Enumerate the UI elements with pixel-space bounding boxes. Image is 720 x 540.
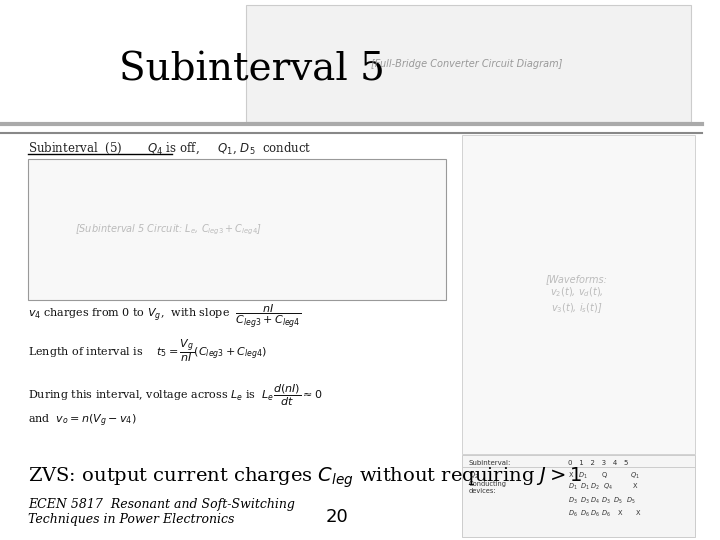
Text: and  $v_o = n(V_g - v_4)$: and $v_o = n(V_g - v_4)$ bbox=[28, 413, 137, 429]
FancyBboxPatch shape bbox=[462, 455, 695, 537]
Text: 0   1   2   3   4   5: 0 1 2 3 4 5 bbox=[568, 460, 629, 466]
Text: ZVS: output current charges $C_{leg}$ without requiring $J > 1$: ZVS: output current charges $C_{leg}$ wi… bbox=[28, 465, 582, 490]
FancyBboxPatch shape bbox=[28, 159, 446, 300]
Text: [Full-Bridge Converter Circuit Diagram]: [Full-Bridge Converter Circuit Diagram] bbox=[371, 59, 562, 69]
Text: [Waveforms:
$v_2(t)$, $v_d(t)$,
$v_3(t)$, $i_s(t)$]: [Waveforms: $v_2(t)$, $v_d(t)$, $v_3(t)$… bbox=[546, 274, 608, 315]
FancyBboxPatch shape bbox=[462, 135, 695, 454]
Text: $D_6$  $D_6$ $D_6$ $D_6$    X      X: $D_6$ $D_6$ $D_6$ $D_6$ X X bbox=[568, 509, 642, 519]
Text: $v_4$ charges from 0 to $V_g$,  with slope  $\dfrac{nI}{C_{leg3}+C_{leg4}}$: $v_4$ charges from 0 to $V_g$, with slop… bbox=[28, 302, 301, 330]
FancyBboxPatch shape bbox=[246, 5, 691, 122]
Text: ECEN 5817  Resonant and Soft-Switching
Techniques in Power Electronics: ECEN 5817 Resonant and Soft-Switching Te… bbox=[28, 498, 295, 526]
Text: $Q_2$: $Q_2$ bbox=[469, 471, 479, 481]
Text: Subinterval:: Subinterval: bbox=[469, 460, 511, 466]
Text: $D_1$  $D_1$ $D_2$  $Q_4$          X: $D_1$ $D_1$ $D_2$ $Q_4$ X bbox=[568, 482, 639, 492]
Text: Length of interval is    $t_5 = \dfrac{V_g}{nI}\left(C_{leg3}+C_{leg4}\right)$: Length of interval is $t_5 = \dfrac{V_g}… bbox=[28, 338, 267, 364]
Text: Conducting: Conducting bbox=[469, 481, 507, 487]
Text: Subinterval 5: Subinterval 5 bbox=[120, 52, 385, 89]
Text: During this interval, voltage across $L_e$ is  $L_e\dfrac{d(nI)}{dt} \approx 0$: During this interval, voltage across $L_… bbox=[28, 382, 323, 408]
Text: $D_3$  $D_3$ $D_4$ $D_3$  $D_5$  $D_5$: $D_3$ $D_3$ $D_4$ $D_3$ $D_5$ $D_5$ bbox=[568, 496, 636, 506]
Text: X   $D_1$       Q           $Q_1$: X $D_1$ Q $Q_1$ bbox=[568, 471, 640, 481]
Text: Subinterval  (5)       $Q_4$ is off,     $Q_1$, $D_5$  conduct: Subinterval (5) $Q_4$ is off, $Q_1$, $D_… bbox=[28, 141, 312, 156]
Text: [Subinterval 5 Circuit: $L_e$, $C_{leg3}+C_{leg4}$]: [Subinterval 5 Circuit: $L_e$, $C_{leg3}… bbox=[75, 222, 262, 237]
Text: devices:: devices: bbox=[469, 488, 496, 494]
Text: 20: 20 bbox=[325, 508, 348, 526]
